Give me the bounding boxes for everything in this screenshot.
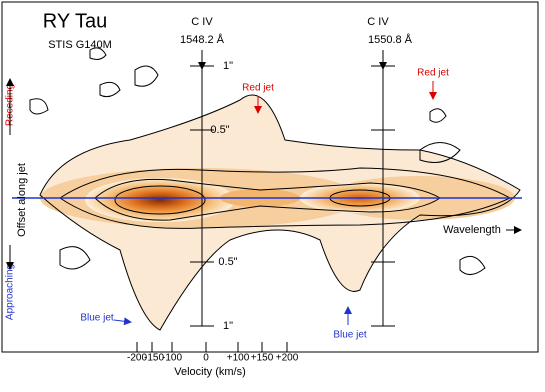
blue-jet-label: Blue jet [333, 330, 367, 341]
velocity-tick-label: +150 [251, 353, 274, 364]
velocity-tick-label: -100 [162, 353, 182, 364]
offset-label: 1" [223, 320, 233, 332]
offset-label: 1" [223, 60, 233, 72]
velocity-tick-label: +100 [227, 353, 250, 364]
blue-jet-label: Blue jet [80, 313, 114, 324]
line-wavelength: 1550.8 Å [368, 33, 413, 46]
line-label: C IV [191, 16, 213, 28]
line-wavelength: 1548.2 Å [180, 33, 225, 46]
x-axis-label: Velocity (km/s) [174, 366, 246, 378]
velocity-tick-label: 0 [203, 353, 209, 364]
subtitle: STIS G140M [48, 39, 112, 51]
red-jet-label: Red jet [242, 83, 274, 94]
offset-label: 0.5" [210, 124, 229, 136]
velocity-tick-label: +200 [276, 353, 299, 364]
velocity-tick-label: -150 [144, 353, 164, 364]
wavelength-label: Wavelength [443, 224, 501, 236]
offset-scale [190, 50, 395, 327]
image [1, 1, 539, 353]
red-jet-label: Red jet [417, 68, 449, 79]
title: RY Tau [43, 10, 108, 32]
y-axis-label: Offset along jet [16, 163, 28, 237]
line-label: C IV [367, 16, 389, 28]
velocity-tick-label: -200 [127, 353, 147, 364]
arrow [113, 317, 132, 326]
offset-label: 0.5" [218, 256, 237, 268]
velocity-axis: -200-150-100 0 +100 +150 +200 [127, 342, 299, 364]
approaching-label: Approaching [5, 264, 16, 320]
